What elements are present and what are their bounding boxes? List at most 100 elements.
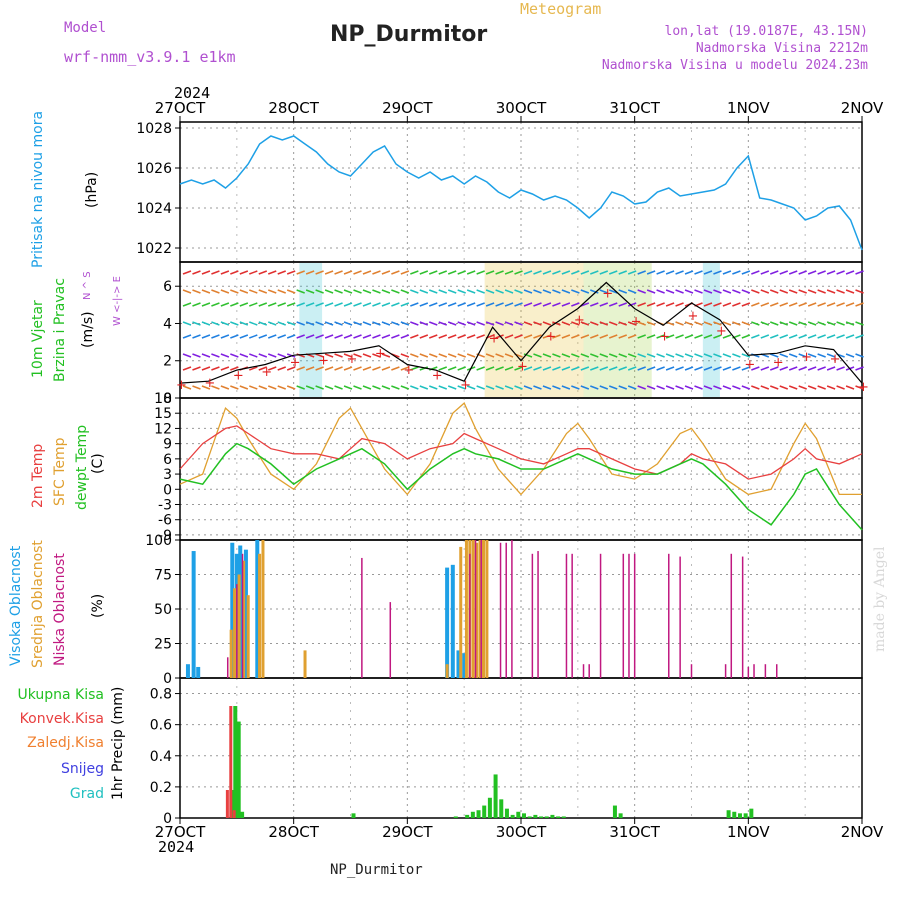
wind-arrow (315, 321, 324, 326)
wind-arrow (722, 366, 732, 371)
wind-arrow (627, 366, 637, 371)
y-tick-label: 0.6 (150, 718, 172, 734)
wind-arrow (230, 302, 239, 307)
wind-arrow (353, 334, 362, 339)
wind-arrow (372, 366, 381, 371)
wind-arrow (334, 289, 343, 294)
x-tick-label-top: 1NOV (727, 99, 770, 117)
wind-arrow (362, 289, 372, 294)
wind-arrow (599, 321, 609, 326)
wind-arrow (495, 289, 504, 294)
x-tick-label-top: 31OCT (609, 99, 660, 117)
wind-arrow (694, 321, 703, 326)
wind-arrow (249, 385, 258, 390)
wind-gust-mark: + (517, 359, 528, 374)
x-tick-label-top: 30OCT (496, 99, 547, 117)
wind-arrow (826, 321, 836, 326)
precip-bar (527, 816, 532, 818)
wind-arrow (286, 321, 296, 326)
wind-arrow (267, 302, 277, 307)
wind-arrow (722, 321, 732, 326)
wind-arrow (495, 366, 504, 371)
wind-arrow (807, 334, 817, 339)
wind-arrow (372, 321, 381, 326)
wind-arrow (542, 289, 552, 294)
precip-bar (510, 814, 515, 818)
wind-arrow (201, 270, 211, 275)
wind-arrow (353, 366, 362, 371)
wind-arrow (334, 334, 343, 339)
wind-arrow (182, 270, 192, 275)
wind-arrow (807, 321, 817, 326)
wind-arrow (608, 385, 618, 390)
wind-arrow (523, 270, 533, 275)
wind-arrow (230, 289, 239, 294)
wind-arrow (656, 385, 665, 390)
wind-arrow (372, 289, 381, 294)
wind-arrow (438, 366, 448, 371)
pressure-line (179, 135, 863, 251)
cloud-bar (633, 553, 636, 678)
x-tick-label-bottom: 2NOV (841, 823, 884, 841)
wind-arrow (485, 321, 495, 326)
wind-arrow (807, 353, 817, 358)
cloud-bar (582, 664, 585, 678)
cloud-bar (258, 553, 262, 678)
precip-bar (225, 790, 229, 818)
wind-arrow (343, 366, 353, 371)
wind-arrow (675, 353, 684, 358)
wind-arrow (391, 385, 400, 390)
wind-arrow (410, 385, 419, 390)
wind-arrow (457, 353, 466, 358)
wind-arrow (627, 302, 637, 307)
wind-arrow (324, 302, 334, 307)
cloud-bar (469, 553, 471, 678)
wind-arrow (315, 353, 324, 358)
wind-arrow (211, 385, 220, 390)
wind-arrow (485, 270, 495, 275)
y-tick-label: -3 (158, 498, 172, 514)
wind-arrow (675, 385, 684, 390)
wind-arrow (732, 302, 741, 307)
precip-bar (743, 813, 748, 818)
wind-arrow (788, 321, 798, 326)
wind-arrow (599, 302, 609, 307)
wind-arrow (571, 302, 580, 307)
wind-arrow (599, 334, 609, 339)
wind-arrow (391, 321, 400, 326)
wind-arrow (741, 334, 751, 339)
wind-arrow (637, 302, 646, 307)
wind-arrow (267, 385, 277, 390)
wind-arrow (485, 353, 495, 358)
wind-arrow (343, 289, 353, 294)
wind-arrow (694, 289, 703, 294)
wind-arrow (239, 289, 249, 294)
cloud-bar (459, 546, 463, 678)
wind-gust-mark: + (631, 315, 642, 330)
cloud-bar (361, 557, 363, 678)
cloud-bar (445, 664, 449, 678)
y-tick-label: 0 (163, 811, 172, 827)
wind-arrow (836, 321, 845, 326)
wind-arrow (305, 270, 315, 275)
wind-arrow (608, 366, 618, 371)
wind-arrow (571, 366, 580, 371)
wind-arrow (694, 334, 703, 339)
wind-arrow (523, 353, 533, 358)
wind-arrow (561, 353, 571, 358)
wind-arrow (751, 366, 760, 371)
wind-arrow (343, 321, 353, 326)
wind-gust-mark: + (403, 363, 414, 378)
wind-arrow (372, 270, 381, 275)
wind-arrow (751, 289, 760, 294)
footer-station: NP_Durmitor (330, 862, 423, 878)
wind-arrow (760, 289, 770, 294)
wind-arrow (637, 321, 646, 326)
wind-arrow (533, 334, 542, 339)
wind-arrow (618, 289, 627, 294)
cloud-bar (185, 664, 190, 678)
wind-arrow (779, 385, 789, 390)
wind-arrow (599, 289, 609, 294)
wind-arrow (561, 302, 571, 307)
wind-arrow (400, 353, 410, 358)
